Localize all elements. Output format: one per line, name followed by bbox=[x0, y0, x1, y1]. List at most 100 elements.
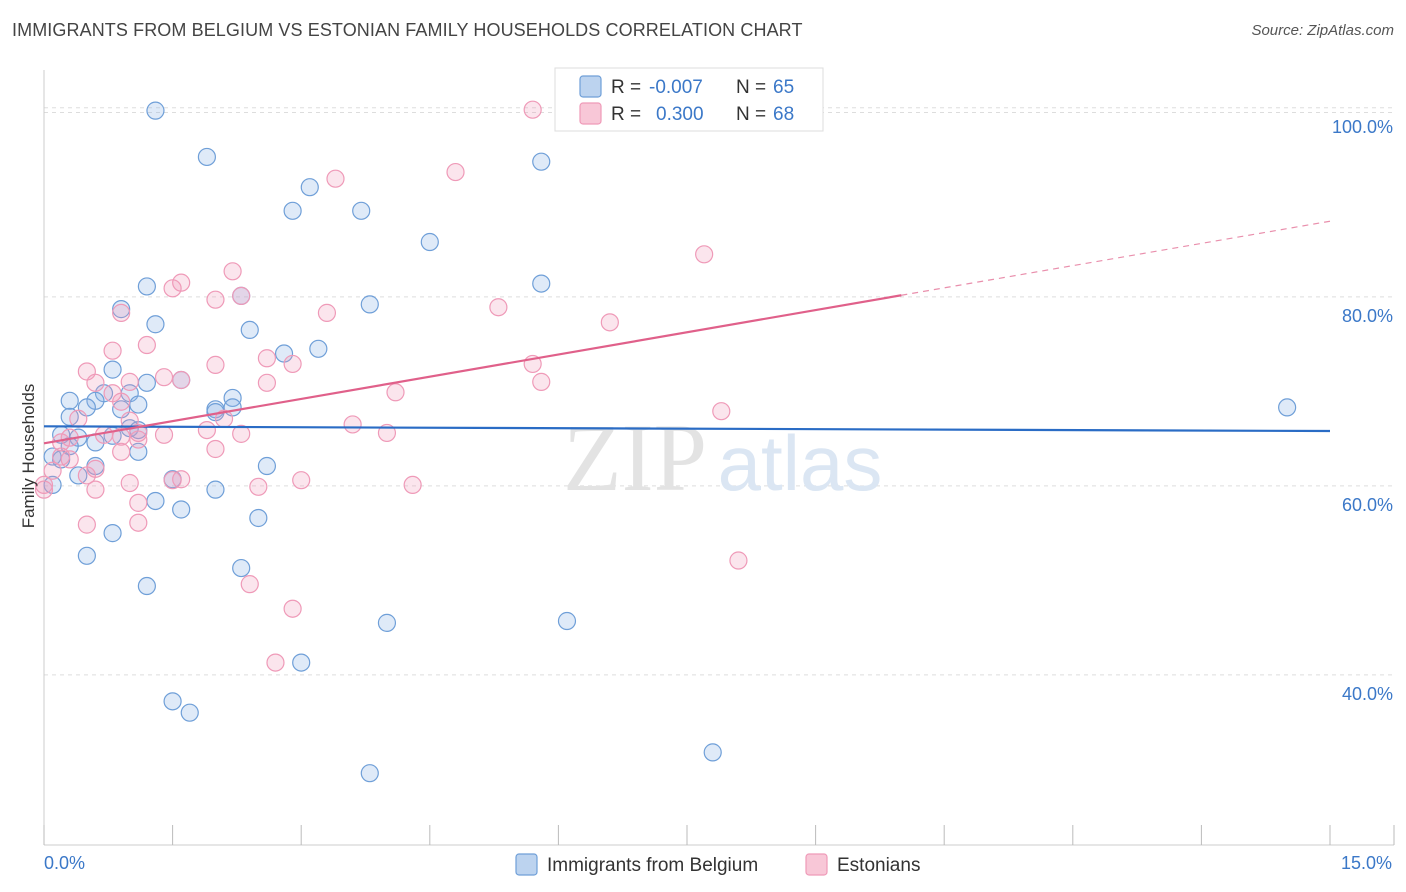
belgium-point-12 bbox=[146, 315, 165, 334]
belgium-point-47 bbox=[146, 491, 165, 511]
y-tick-labels: 40.0% 60.0% 80.0% 100.0% bbox=[1332, 117, 1393, 704]
belgium-point-7 bbox=[532, 274, 551, 293]
belgium-point-56 bbox=[292, 653, 311, 672]
estonian-point-12 bbox=[600, 313, 619, 332]
estonian-point-28 bbox=[112, 392, 131, 411]
y-tick-label-40: 40.0% bbox=[1342, 684, 1393, 704]
y-axis-title: Family Households bbox=[19, 384, 38, 529]
estonian-point-18 bbox=[206, 355, 225, 374]
belgium-point-4 bbox=[283, 201, 302, 220]
belgium-point-5 bbox=[352, 201, 371, 220]
series-legend-swatch-belgium bbox=[515, 853, 538, 876]
estonian-point-4 bbox=[223, 262, 242, 281]
belgium-point-55 bbox=[557, 611, 577, 631]
estonian-point-1 bbox=[446, 162, 465, 182]
estonian-point-66 bbox=[266, 653, 285, 672]
estonian-point-57 bbox=[403, 475, 422, 495]
belgium-point-22 bbox=[60, 391, 79, 410]
belgium-point-16 bbox=[103, 360, 122, 379]
estonian-point-10 bbox=[317, 303, 337, 322]
estonian-point-54 bbox=[120, 473, 139, 493]
chart-title: IMMIGRANTS FROM BELGIUM VS ESTONIAN FAMI… bbox=[12, 20, 803, 40]
estonian-point-32 bbox=[69, 409, 88, 428]
y-tick-label-60: 60.0% bbox=[1342, 495, 1393, 515]
watermark: ZIP atlas bbox=[563, 404, 882, 511]
belgium-point-0 bbox=[146, 101, 165, 120]
y-tick-label-80: 80.0% bbox=[1342, 306, 1393, 326]
estonian-point-42 bbox=[129, 430, 148, 449]
estonian-point-15 bbox=[257, 349, 277, 368]
belgium-point-61 bbox=[1278, 398, 1297, 417]
estonian-point-55 bbox=[86, 480, 105, 499]
belgium-point-54 bbox=[377, 613, 397, 632]
belgium-point-1 bbox=[197, 147, 216, 167]
estonian-point-64 bbox=[240, 575, 259, 594]
legend-n-value-belgium: 65 bbox=[773, 77, 794, 98]
estonian-point-52 bbox=[163, 471, 182, 490]
x-tick-label-max: 15.0% bbox=[1341, 853, 1392, 873]
estonian-point-53 bbox=[292, 471, 311, 490]
legend-r-label-estonians: R = bbox=[611, 104, 641, 125]
estonian-point-6 bbox=[163, 279, 182, 298]
estonian-point-49 bbox=[77, 466, 96, 485]
estonian-point-25 bbox=[532, 372, 551, 391]
estonian-point-21 bbox=[172, 370, 191, 390]
estonian-point-26 bbox=[386, 383, 405, 402]
trend-line-estonians-extension bbox=[901, 220, 1331, 296]
trend-line-estonians bbox=[43, 294, 902, 445]
belgium-point-2 bbox=[532, 152, 551, 171]
estonian-point-60 bbox=[129, 493, 148, 512]
estonian-point-0 bbox=[523, 100, 542, 119]
estonian-point-45 bbox=[112, 442, 131, 461]
estonian-point-38 bbox=[232, 424, 251, 443]
y-tick-label-100: 100.0% bbox=[1332, 117, 1393, 137]
belgium-point-53 bbox=[137, 576, 156, 596]
estonian-point-59 bbox=[34, 480, 54, 499]
estonian-point-16 bbox=[283, 354, 302, 374]
belgium-point-23 bbox=[223, 388, 242, 408]
belgium-point-13 bbox=[240, 320, 259, 340]
estonian-point-9 bbox=[489, 298, 508, 317]
trend-line-belgium bbox=[43, 425, 1331, 433]
legend-n-label-estonians: N = bbox=[736, 104, 766, 125]
stats-legend: R = -0.007 N = 65 R = 0.300 N = 68 bbox=[554, 67, 824, 132]
legend-swatch-belgium bbox=[579, 75, 602, 98]
belgium-point-51 bbox=[77, 546, 96, 565]
legend-n-value-estonians: 68 bbox=[773, 104, 794, 125]
estonian-point-44 bbox=[206, 439, 225, 459]
estonian-point-63 bbox=[729, 551, 748, 570]
estonian-point-58 bbox=[34, 475, 54, 495]
belgium-point-3 bbox=[300, 178, 319, 197]
belgium-point-60 bbox=[703, 743, 722, 762]
estonian-point-47 bbox=[60, 450, 79, 469]
estonian-point-61 bbox=[77, 515, 96, 534]
chart-source: Source: ZipAtlas.com bbox=[1251, 22, 1394, 39]
estonian-point-11 bbox=[112, 303, 131, 322]
estonian-point-37 bbox=[154, 425, 174, 444]
legend-n-label-belgium: N = bbox=[736, 77, 766, 98]
estonian-point-3 bbox=[695, 245, 714, 264]
belgium-point-59 bbox=[360, 764, 379, 783]
belgium-point-6 bbox=[420, 232, 439, 252]
belgium-point-49 bbox=[249, 508, 268, 528]
legend-swatch-estonians bbox=[579, 102, 602, 125]
belgium-point-17 bbox=[137, 373, 156, 392]
watermark-zip: ZIP bbox=[563, 404, 707, 511]
estonian-point-2 bbox=[326, 169, 345, 188]
belgium-point-10 bbox=[360, 295, 379, 314]
estonian-point-56 bbox=[249, 477, 268, 496]
estonian-point-50 bbox=[43, 461, 62, 480]
estonian-point-22 bbox=[120, 372, 139, 391]
estonian-point-14 bbox=[103, 341, 122, 360]
belgium-point-46 bbox=[206, 480, 225, 499]
estonian-point-20 bbox=[154, 368, 174, 387]
estonian-point-62 bbox=[129, 513, 148, 532]
belgium-point-52 bbox=[232, 558, 251, 578]
estonian-point-65 bbox=[283, 599, 302, 618]
belgium-point-25 bbox=[129, 395, 148, 414]
series-legend: Immigrants from Belgium Estonians bbox=[515, 853, 920, 876]
belgium-point-42 bbox=[257, 456, 277, 476]
estonian-point-8 bbox=[232, 286, 251, 305]
estonian-point-7 bbox=[206, 290, 225, 309]
